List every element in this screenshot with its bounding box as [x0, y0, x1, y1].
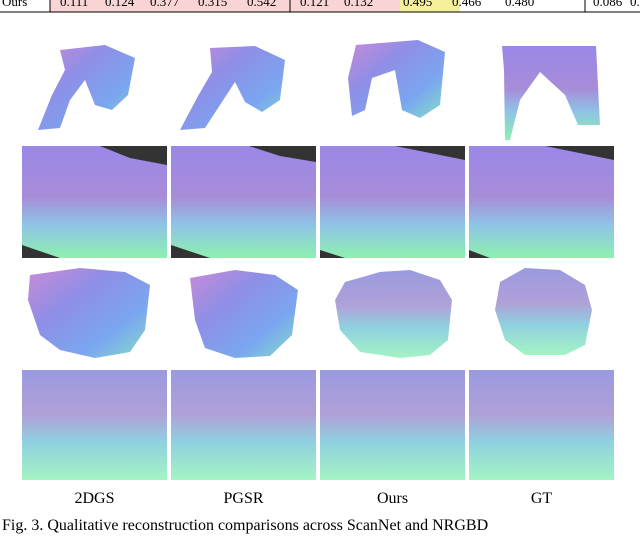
table-cell: 0.124: [105, 0, 135, 9]
mesh: [348, 40, 445, 118]
table-cell: 0.14: [630, 0, 640, 9]
table-strip: Ours 0.111 0.124 0.377 0.315 0.542 0.121 0.132 0…: [0, 0, 640, 13]
render: [22, 146, 167, 258]
render: [469, 370, 614, 480]
render: [320, 146, 465, 258]
mesh: [190, 270, 298, 358]
mesh: [495, 268, 592, 355]
voids: [22, 146, 614, 258]
render: [171, 370, 316, 480]
table-cell: 0.377: [150, 0, 180, 9]
caption: Fig. 3. Qualitative reconstruction compa…: [2, 517, 488, 534]
mesh: [28, 268, 150, 358]
column-label: Ours: [377, 490, 408, 507]
table-cell: 0.466: [452, 0, 482, 9]
table-cell: 0.315: [198, 0, 227, 9]
table-cell: 0.111: [60, 0, 88, 9]
table-cell: 0.542: [247, 0, 276, 9]
render: [22, 370, 167, 480]
render: [320, 370, 465, 480]
table-cell: 0.121: [300, 0, 329, 9]
table-cell: 0.132: [344, 0, 373, 9]
table-cell: 0.086: [593, 0, 623, 9]
column-label: PGSR: [223, 490, 263, 507]
render: [171, 146, 316, 258]
render: [469, 146, 614, 258]
image-grid: 2DGS PGSR Ours GT: [22, 40, 614, 507]
column-label: 2DGS: [74, 490, 114, 507]
row-label: Ours: [2, 0, 27, 9]
table-cell: 0.495: [403, 0, 432, 9]
table-cell: 0.480: [505, 0, 534, 9]
mesh: [180, 46, 285, 130]
mesh: [502, 46, 600, 140]
column-label: GT: [531, 490, 553, 507]
mesh: [38, 45, 135, 130]
mesh: [335, 270, 452, 358]
